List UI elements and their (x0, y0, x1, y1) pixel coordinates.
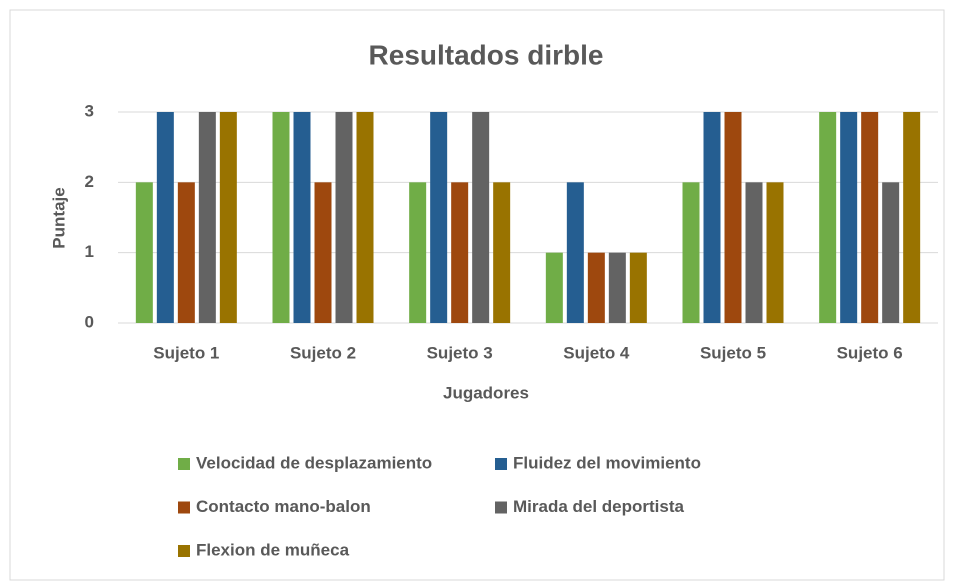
y-tick-label: 2 (85, 172, 94, 191)
bar (682, 182, 700, 323)
bar (745, 182, 763, 323)
y-tick-label: 3 (85, 101, 94, 120)
bar (903, 112, 921, 323)
bar (335, 112, 353, 323)
legend-label: Contacto mano-balon (196, 497, 371, 516)
bar (156, 112, 174, 323)
bar (882, 182, 900, 323)
y-tick-label: 1 (85, 242, 94, 261)
legend-label: Mirada del deportista (513, 497, 685, 516)
legend-swatch (178, 501, 190, 514)
bar (177, 182, 195, 323)
bar (451, 182, 469, 323)
bar (219, 112, 237, 323)
bar (272, 112, 290, 323)
chart-title: Resultados dirble (369, 39, 604, 70)
x-axis-label: Jugadores (443, 383, 529, 402)
bar (545, 252, 563, 323)
bar (703, 112, 721, 323)
bar (472, 112, 490, 323)
x-tick-label: Sujeto 2 (290, 343, 356, 362)
bar (356, 112, 374, 323)
y-axis-label: Puntaje (49, 187, 68, 248)
legend-swatch (495, 458, 507, 470)
legend-label: Flexion de muñeca (196, 540, 350, 559)
y-tick-label: 0 (85, 312, 94, 331)
bar (409, 182, 427, 323)
bar (724, 112, 742, 323)
bar (135, 182, 153, 323)
x-tick-label: Sujeto 1 (153, 343, 219, 362)
legend-swatch (178, 545, 190, 557)
x-tick-label: Sujeto 4 (563, 343, 630, 362)
bar (766, 182, 784, 323)
legend-label: Velocidad de desplazamiento (196, 453, 432, 472)
bar (566, 182, 584, 323)
bar (861, 112, 879, 323)
bar (198, 112, 216, 323)
x-tick-label: Sujeto 3 (427, 343, 493, 362)
bar (629, 252, 647, 323)
bar (314, 182, 332, 323)
x-tick-label: Sujeto 5 (700, 343, 766, 362)
bar (819, 112, 837, 323)
x-tick-label: Sujeto 6 (837, 343, 903, 362)
legend-swatch (495, 501, 507, 514)
bar (840, 112, 858, 323)
bar (430, 112, 448, 323)
bar (608, 252, 626, 323)
bar (293, 112, 311, 323)
legend-swatch (178, 458, 190, 470)
bar (493, 182, 511, 323)
bar (587, 252, 605, 323)
legend-label: Fluidez del movimiento (513, 453, 701, 472)
